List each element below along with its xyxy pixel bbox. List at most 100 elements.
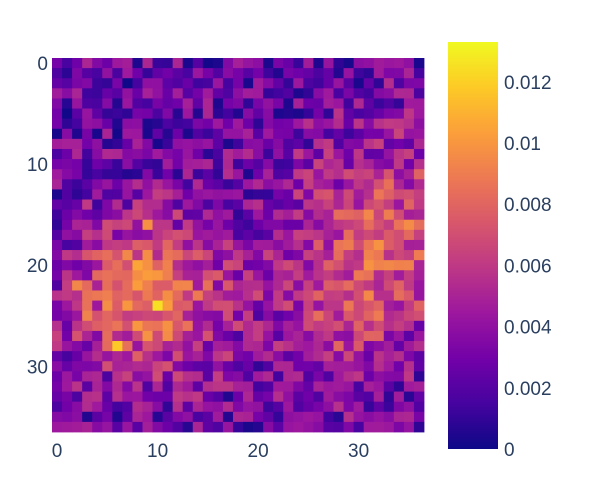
heatmap-cell: [263, 300, 274, 312]
heatmap-cell: [273, 391, 284, 403]
heatmap-cell: [102, 199, 113, 211]
heatmap-cell: [62, 401, 73, 413]
heatmap-cell: [393, 118, 405, 130]
heatmap-cell: [192, 159, 204, 170]
heatmap-cell: [212, 300, 224, 312]
heatmap-cell: [353, 189, 365, 200]
heatmap-cell: [413, 250, 425, 261]
heatmap-cell: [373, 138, 385, 150]
heatmap-cell: [162, 58, 174, 69]
heatmap-cell: [373, 391, 385, 403]
heatmap-cell: [383, 411, 395, 423]
heatmap-cell: [313, 351, 324, 362]
heatmap-cell: [192, 58, 204, 69]
heatmap-cell: [323, 169, 334, 180]
heatmap-cell: [92, 58, 103, 69]
heatmap-cell: [222, 300, 234, 312]
heatmap-cell: [222, 310, 234, 322]
heatmap-cell: [72, 159, 83, 170]
heatmap-cell: [142, 310, 153, 322]
heatmap-cell: [283, 148, 294, 160]
heatmap-cell: [92, 229, 103, 241]
heatmap-cell: [232, 351, 244, 362]
heatmap-cell: [102, 320, 113, 332]
heatmap-cell: [413, 391, 425, 403]
heatmap-cell: [62, 219, 73, 231]
heatmap-cell: [363, 250, 375, 261]
heatmap-cell: [222, 128, 234, 140]
heatmap-cell: [122, 330, 133, 342]
heatmap-cell: [212, 209, 224, 221]
heatmap-cell: [172, 341, 184, 352]
heatmap-cell: [212, 280, 224, 291]
heatmap-cell: [403, 199, 415, 211]
heatmap-cell: [283, 401, 294, 413]
heatmap-cell: [82, 219, 93, 231]
x-tick-label: 0: [52, 441, 63, 462]
heatmap-cell: [162, 88, 174, 99]
heatmap-cell: [132, 159, 143, 170]
heatmap-cell: [62, 78, 73, 89]
heatmap-cell: [222, 320, 234, 332]
heatmap-cell: [112, 88, 123, 99]
heatmap-cell: [263, 108, 274, 120]
heatmap-cell: [303, 270, 314, 281]
heatmap-cell: [243, 199, 254, 211]
heatmap-cell: [373, 159, 385, 170]
heatmap-cell: [253, 280, 264, 291]
heatmap-cell: [383, 138, 395, 150]
heatmap-cell: [283, 320, 294, 332]
heatmap-cell: [303, 138, 314, 150]
heatmap-cell: [92, 411, 103, 423]
heatmap-cell: [383, 78, 395, 89]
heatmap-cell: [263, 209, 274, 221]
heatmap-cell: [162, 179, 174, 190]
heatmap-cell: [112, 179, 123, 190]
heatmap-cell: [323, 381, 334, 392]
heatmap-cell: [62, 138, 73, 150]
heatmap-cell: [283, 239, 294, 251]
heatmap-cell: [52, 330, 63, 342]
colorbar-tick-label: 0.006: [504, 256, 552, 277]
heatmap-cell: [363, 128, 375, 140]
heatmap-cell: [413, 361, 425, 372]
heatmap-cell: [112, 280, 123, 291]
heatmap-cell: [403, 330, 415, 342]
heatmap-cell: [72, 219, 83, 231]
heatmap-cell: [243, 148, 254, 160]
heatmap-cell: [323, 128, 334, 140]
heatmap-cell: [132, 98, 143, 109]
heatmap-cell: [82, 300, 93, 312]
heatmap-cell: [62, 260, 73, 271]
heatmap-cell: [102, 169, 113, 180]
heatmap-cell: [363, 320, 375, 332]
heatmap-cell: [112, 189, 123, 200]
heatmap-cell: [152, 138, 163, 150]
heatmap-cell: [82, 341, 93, 352]
heatmap-cell: [102, 229, 113, 241]
heatmap-cell: [393, 310, 405, 322]
heatmap-cell: [52, 229, 63, 241]
heatmap-cell: [383, 250, 395, 261]
heatmap-cell: [232, 260, 244, 271]
heatmap-cell: [172, 98, 184, 109]
heatmap-cell: [132, 78, 143, 89]
heatmap-cell: [142, 260, 153, 271]
heatmap-cell: [142, 351, 153, 362]
heatmap-cell: [192, 310, 204, 322]
heatmap-cell: [212, 159, 224, 170]
heatmap-cell: [333, 199, 344, 211]
heatmap-cell: [293, 88, 304, 99]
heatmap-cell: [413, 310, 425, 322]
heatmap-cell: [243, 98, 254, 109]
heatmap-cell: [413, 159, 425, 170]
heatmap-cell: [243, 78, 254, 89]
heatmap-cell: [92, 108, 103, 120]
heatmap-cell: [132, 381, 143, 392]
heatmap-cell: [122, 189, 133, 200]
heatmap-cell: [313, 401, 324, 413]
heatmap-cell: [253, 179, 264, 190]
heatmap-cell: [323, 98, 334, 109]
heatmap-cell: [192, 341, 204, 352]
heatmap-cell: [403, 411, 415, 423]
